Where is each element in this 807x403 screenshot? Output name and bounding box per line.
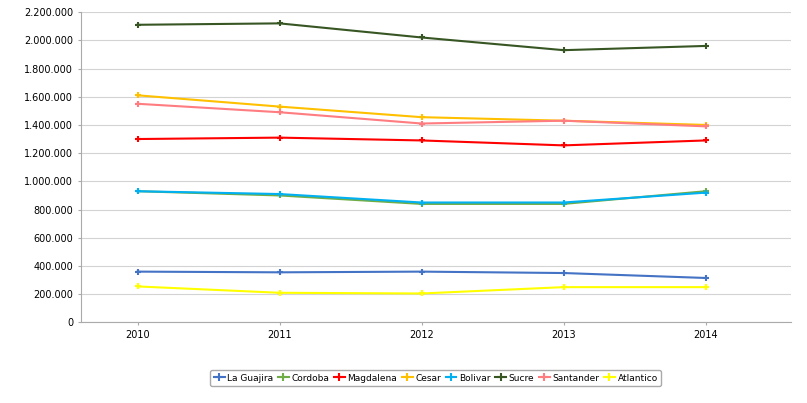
Legend: La Guajira, Cordoba, Magdalena, Cesar, Bolivar, Sucre, Santander, Atlantico: La Guajira, Cordoba, Magdalena, Cesar, B…: [211, 370, 661, 386]
